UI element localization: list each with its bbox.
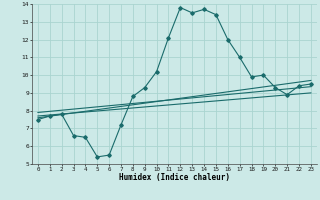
X-axis label: Humidex (Indice chaleur): Humidex (Indice chaleur)	[119, 173, 230, 182]
